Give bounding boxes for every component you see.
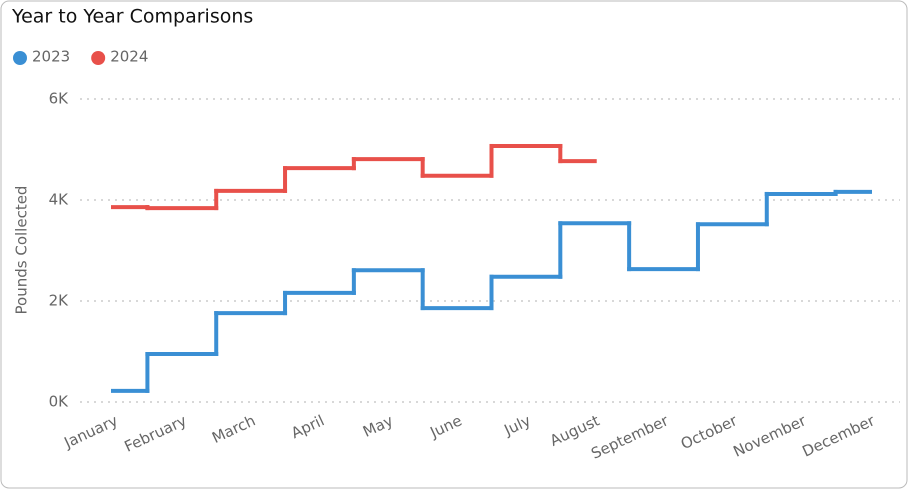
- y-tick-label: 2K: [49, 292, 70, 310]
- legend-label: 2024: [110, 48, 148, 66]
- y-tick-label: 6K: [49, 90, 70, 108]
- y-tick-label: 0K: [49, 393, 70, 411]
- y-tick-label: 4K: [49, 191, 70, 209]
- legend-marker: [13, 51, 27, 65]
- chart-title: Year to Year Comparisons: [11, 6, 253, 28]
- legend-label: 2023: [32, 48, 70, 66]
- legend-marker: [91, 51, 106, 65]
- y-axis-label: Pounds Collected: [13, 186, 31, 315]
